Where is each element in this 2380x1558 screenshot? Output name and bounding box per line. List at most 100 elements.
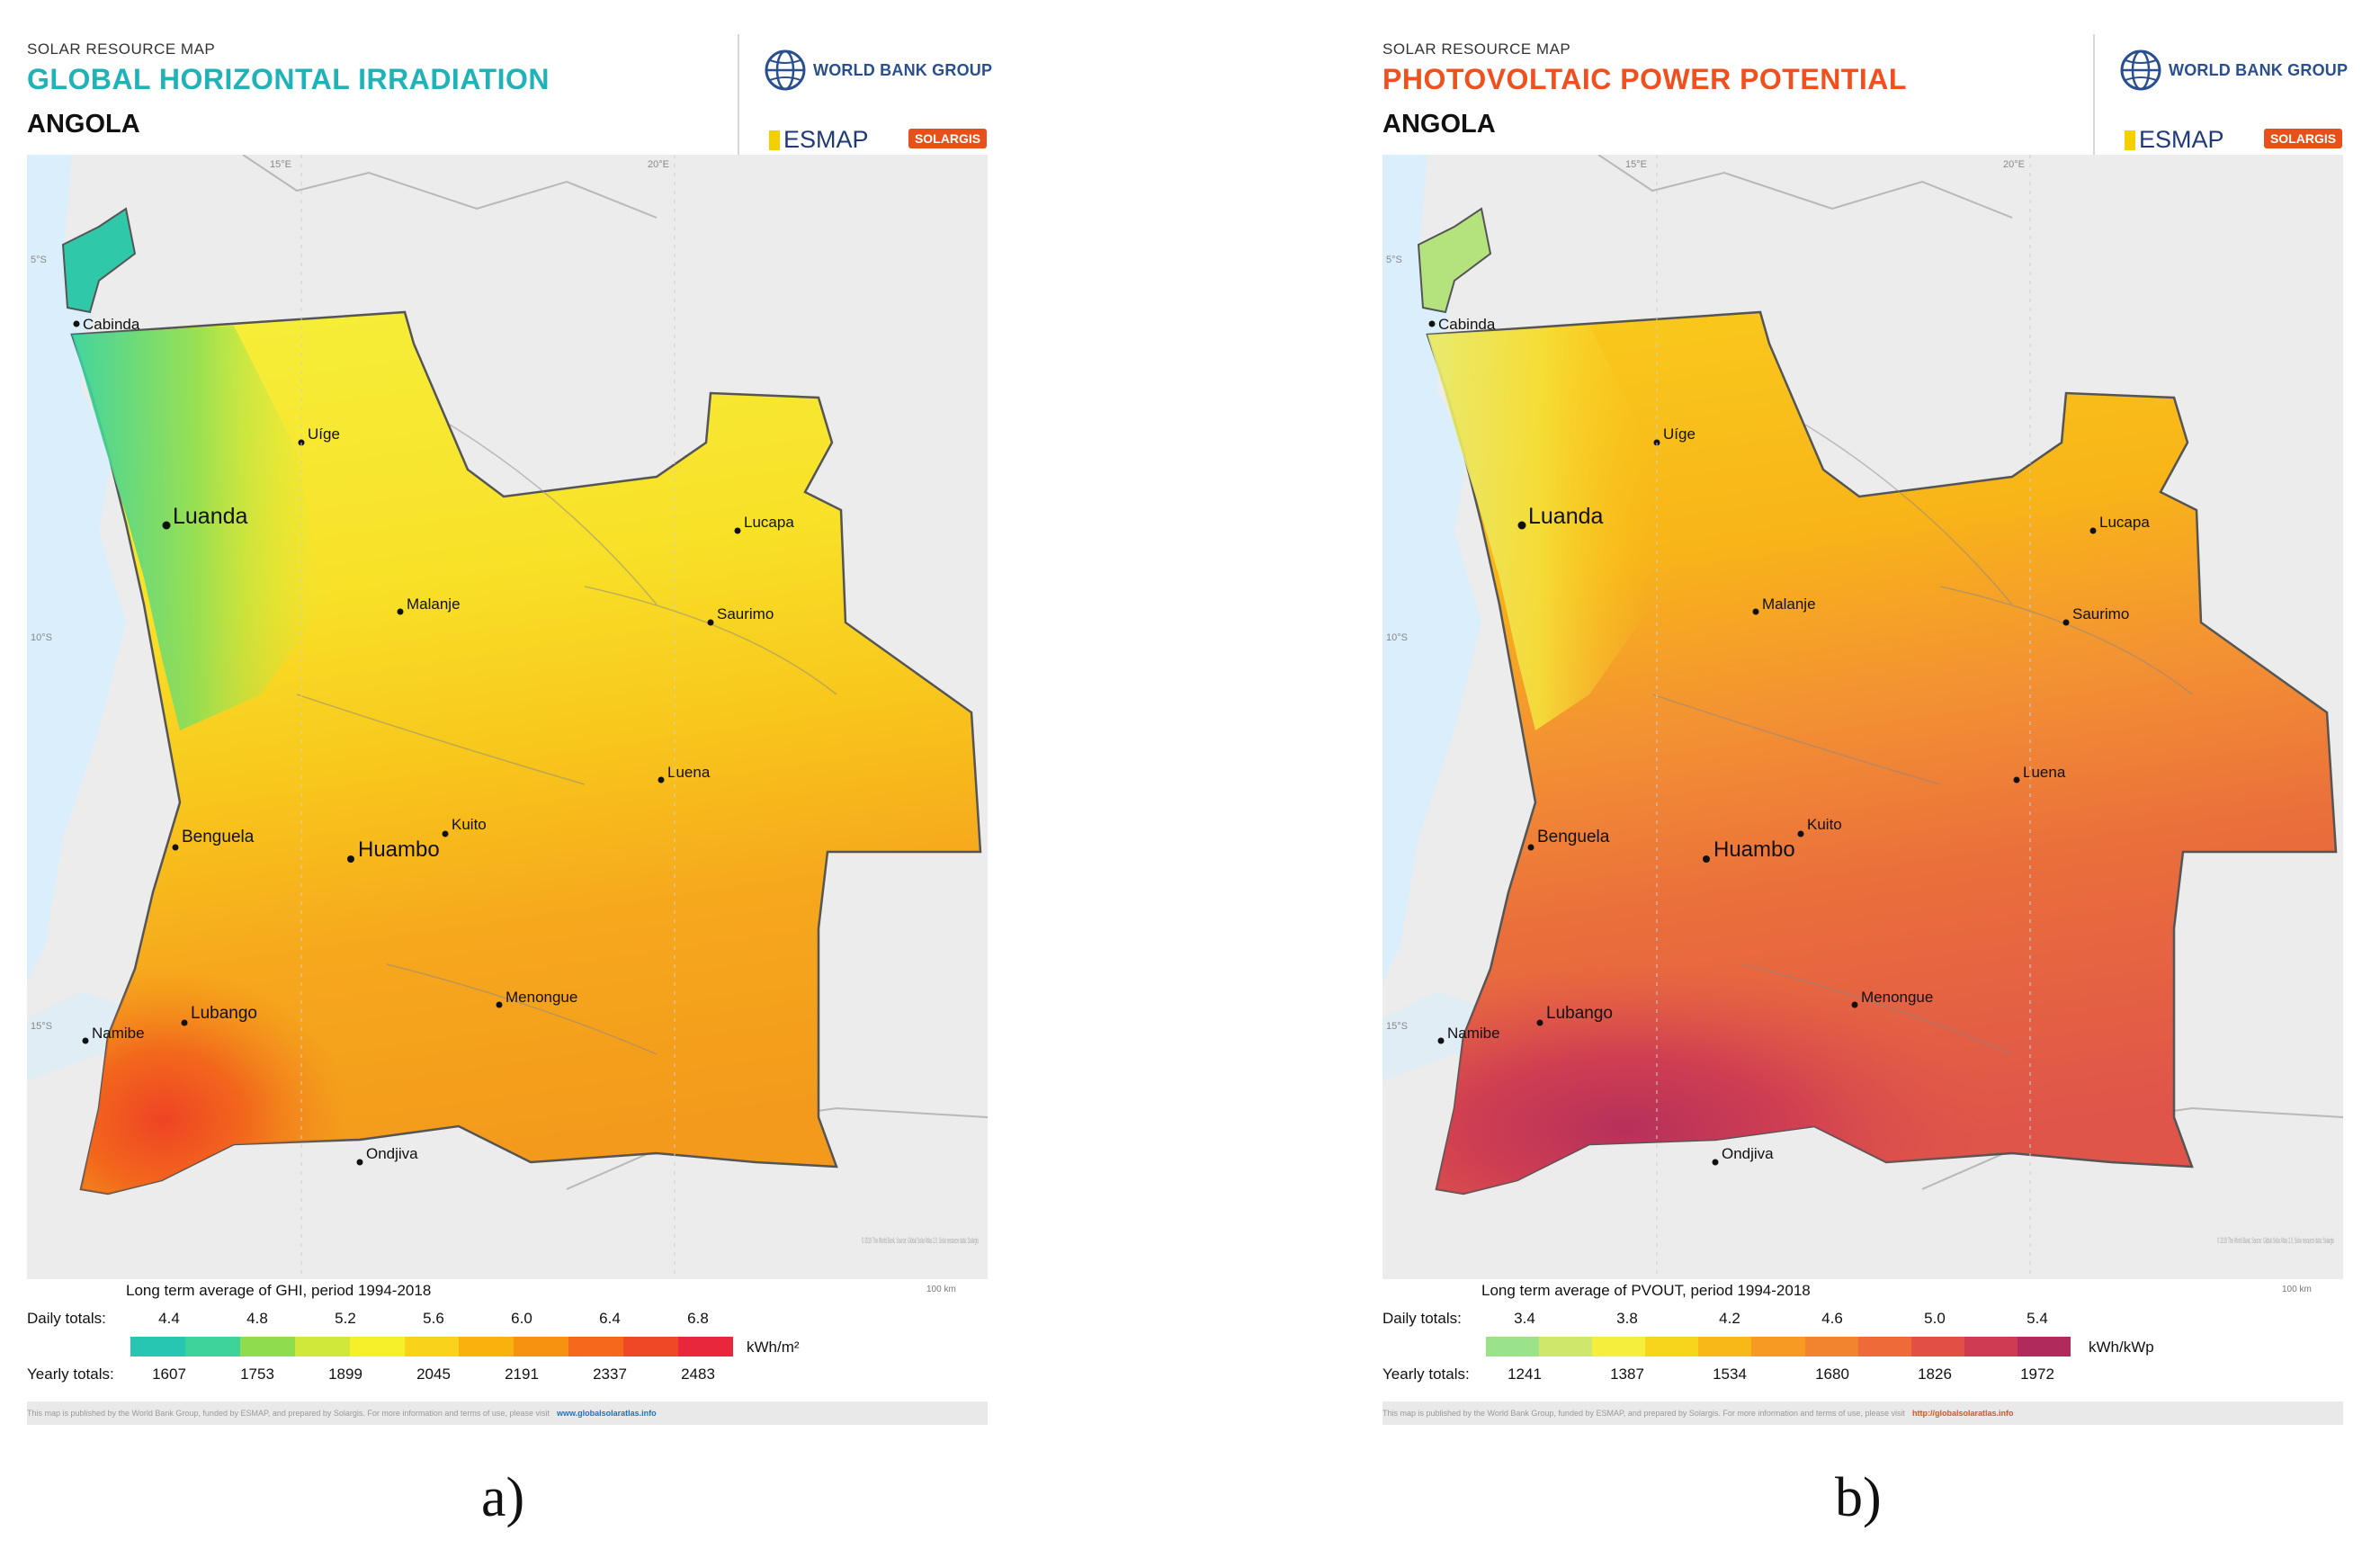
solargis-logo: SOLARGIS: [908, 129, 987, 148]
daily-tick: 5.6: [423, 1310, 444, 1327]
map-title: GLOBAL HORIZONTAL IRRADIATION: [27, 63, 550, 95]
legend-swatch: [1751, 1337, 1805, 1357]
legend-color-bar: [1486, 1337, 2071, 1357]
coord-label: 20°E: [2003, 159, 2025, 170]
city-label: Luena: [2023, 764, 2066, 781]
city-label: Benguela: [1537, 828, 1610, 846]
city-label: Kuito: [452, 816, 487, 833]
daily-tick: 6.8: [687, 1310, 709, 1327]
yearly-tick: 2191: [505, 1365, 539, 1383]
angola-pvout-map: Cabinda Uíge Luanda Lucapa Malanje Sauri…: [1382, 155, 2343, 1279]
globe-icon: [2120, 49, 2161, 91]
daily-tick: 5.0: [1924, 1310, 1946, 1327]
yearly-totals-label: Yearly totals:: [1382, 1365, 1470, 1383]
yearly-tick: 2337: [593, 1365, 627, 1383]
world-bank-logo: WORLD BANK GROUP: [765, 45, 992, 95]
legend-swatch: [1698, 1337, 1752, 1357]
legend-swatch: [404, 1337, 460, 1357]
footer-text: This map is published by the World Bank …: [1382, 1409, 1905, 1418]
yearly-totals-row: Yearly totals: 1241 1387 1534 1680 1826 …: [1382, 1365, 2343, 1385]
coord-label: 20°E: [648, 159, 669, 170]
city-label: Malanje: [1762, 595, 1816, 613]
solargis-logo: SOLARGIS: [2264, 129, 2342, 148]
city-label: Luanda: [173, 504, 248, 529]
coord-label: 15°E: [270, 159, 291, 170]
legend-swatch: [1804, 1337, 1858, 1357]
map-title: PHOTOVOLTAIC POWER POTENTIAL: [1382, 63, 1907, 95]
scale-label: 100 km: [2282, 1285, 2312, 1294]
world-bank-logo: WORLD BANK GROUP: [2120, 45, 2348, 95]
daily-totals-label: Daily totals:: [27, 1310, 106, 1327]
coord-label: 5°S: [1386, 255, 1402, 265]
daily-totals-row: Daily totals: 4.4 4.8 5.2 5.6 6.0 6.4 6.…: [27, 1310, 988, 1330]
city-label: Menongue: [506, 989, 577, 1006]
city-label: Benguela: [182, 828, 255, 846]
city-label: Lubango: [191, 1004, 257, 1023]
legend-swatch: [678, 1337, 733, 1357]
legend-swatch: [1592, 1337, 1646, 1357]
daily-totals-row: Daily totals: 3.4 3.8 4.2 4.6 5.0 5.4: [1382, 1310, 2343, 1330]
daily-tick: 5.4: [2027, 1310, 2048, 1327]
map-footer: This map is published by the World Bank …: [27, 1401, 988, 1425]
yearly-tick: 1753: [240, 1365, 274, 1383]
city-label: Uíge: [308, 425, 340, 443]
legend-swatch: [294, 1337, 350, 1357]
esmap-logo: ESMAP: [2125, 126, 2224, 154]
city-label: Ondjiva: [1722, 1145, 1774, 1162]
caption-a: a): [481, 1467, 525, 1528]
legend-swatch: [1486, 1337, 1540, 1357]
daily-tick: 4.6: [1821, 1310, 1843, 1327]
map-note: © 2019 The World Bank, Source: Global So…: [2217, 1236, 2334, 1245]
legend-color-bar: [130, 1337, 733, 1357]
coord-label: 15°E: [1625, 159, 1647, 170]
legend-swatch: [514, 1337, 569, 1357]
yearly-tick: 1972: [2020, 1365, 2054, 1383]
legend-title: Long term average of GHI, period 1994-20…: [126, 1282, 432, 1299]
legend-swatch: [239, 1337, 295, 1357]
daily-tick: 4.8: [246, 1310, 268, 1327]
legend-swatch: [184, 1337, 240, 1357]
legend-unit: kWh/kWp: [2089, 1339, 2154, 1356]
city-label: Lucapa: [744, 514, 794, 531]
legend-swatch: [1910, 1337, 1964, 1357]
yearly-tick: 2483: [681, 1365, 715, 1383]
pvout-map-panel: SOLAR RESOURCE MAP PHOTOVOLTAIC POWER PO…: [1378, 27, 2349, 1448]
city-label: Saurimo: [2072, 605, 2129, 622]
daily-tick: 4.2: [1719, 1310, 1740, 1327]
legend-swatch: [2017, 1337, 2071, 1357]
city-label: Saurimo: [717, 605, 774, 622]
footer-link[interactable]: http://globalsolaratlas.info: [1911, 1409, 2014, 1418]
legend-swatch: [1645, 1337, 1699, 1357]
city-label: Luanda: [1528, 504, 1604, 529]
legend-swatch: [1539, 1337, 1593, 1357]
map-footer: This map is published by the World Bank …: [1382, 1401, 2343, 1425]
coord-label: 5°S: [31, 255, 47, 265]
city-label: Ondjiva: [366, 1145, 418, 1162]
city-label: Menongue: [1861, 989, 1933, 1006]
footer-text: This map is published by the World Bank …: [27, 1409, 550, 1418]
yearly-tick: 1241: [1508, 1365, 1542, 1383]
legend-swatch: [568, 1337, 624, 1357]
logo-divider: [2093, 34, 2095, 160]
yearly-tick: 1826: [1918, 1365, 1952, 1383]
legend-swatch: [130, 1337, 185, 1357]
footer-link[interactable]: www.globalsolaratlas.info: [556, 1409, 657, 1418]
coord-label: 15°S: [1386, 1021, 1408, 1032]
city-label: Namibe: [1447, 1025, 1500, 1042]
yearly-tick: 1387: [1610, 1365, 1644, 1383]
daily-tick: 6.4: [599, 1310, 621, 1327]
city-label: Huambo: [1713, 837, 1795, 862]
daily-totals-label: Daily totals:: [1382, 1310, 1462, 1327]
legend-swatch: [1964, 1337, 2018, 1357]
daily-tick: 5.2: [335, 1310, 356, 1327]
yearly-tick: 1680: [1815, 1365, 1849, 1383]
city-label: Huambo: [358, 837, 440, 862]
yearly-totals-row: Yearly totals: 1607 1753 1899 2045 2191 …: [27, 1365, 988, 1385]
city-label: Lucapa: [2099, 514, 2150, 531]
globe-icon: [765, 49, 806, 91]
city-label: Lubango: [1546, 1004, 1613, 1023]
city-label: Luena: [667, 764, 711, 781]
map-country: ANGOLA: [27, 110, 140, 139]
city-label: Uíge: [1663, 425, 1696, 443]
legend-swatch: [1857, 1337, 1911, 1357]
